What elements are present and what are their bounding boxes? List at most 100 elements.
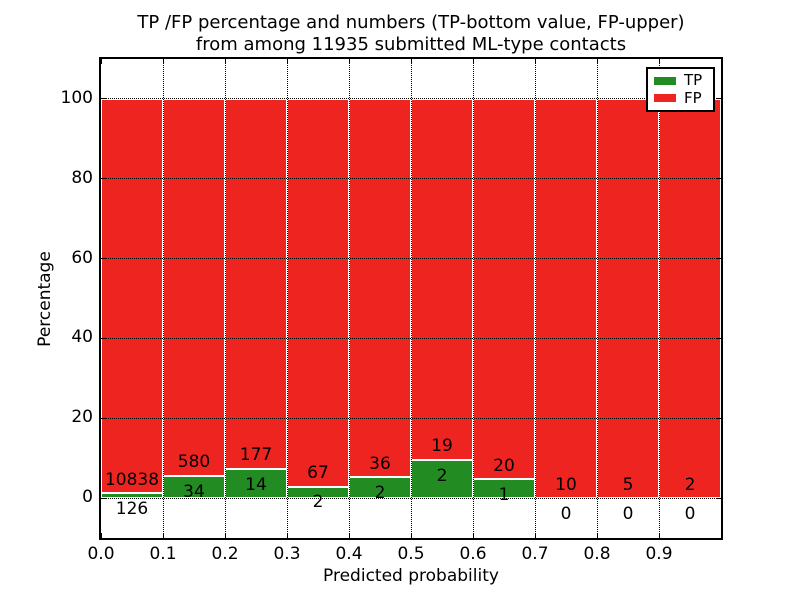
chart-title: TP /FP percentage and numbers (TP-bottom… xyxy=(101,12,721,56)
y-tick-label: 20 xyxy=(71,407,93,428)
y-tick-mark-right xyxy=(716,497,721,499)
y-tick-mark xyxy=(101,497,106,499)
fp-count-label: 2 xyxy=(684,474,696,495)
fp-bar-segment xyxy=(473,98,535,480)
x-tick-mark-top xyxy=(100,59,102,64)
x-tick-mark xyxy=(658,533,660,538)
tp-bar-segment xyxy=(225,468,287,499)
x-tick-mark-top xyxy=(472,59,474,64)
tp-count-label: 34 xyxy=(183,481,205,502)
y-tick-label: 100 xyxy=(60,87,93,108)
gridline-vertical xyxy=(162,59,164,538)
y-tick-mark-right xyxy=(716,337,721,339)
x-tick-mark-top xyxy=(410,59,412,64)
tp-bar-segment xyxy=(411,460,473,499)
x-tick-mark-top xyxy=(534,59,536,64)
x-tick-mark xyxy=(596,533,598,538)
x-tick-label: 0.9 xyxy=(645,544,673,564)
gridline-horizontal xyxy=(101,98,721,100)
fp-count-label: 19 xyxy=(431,436,453,457)
gridline-vertical xyxy=(472,59,474,538)
legend-item-tp: TP xyxy=(654,73,707,88)
fp-count-label: 5 xyxy=(622,474,634,495)
x-tick-mark-top xyxy=(286,59,288,64)
y-tick-label: 80 xyxy=(71,167,93,188)
x-tick-mark xyxy=(472,533,474,538)
tp-count-label: 126 xyxy=(115,499,149,520)
y-tick-label: 40 xyxy=(71,327,93,348)
gridline-horizontal xyxy=(101,417,721,419)
x-tick-mark-top xyxy=(224,59,226,64)
x-tick-mark xyxy=(162,533,164,538)
tp-count-label: 2 xyxy=(312,492,324,513)
fp-bar-segment xyxy=(101,98,163,494)
chart-title-line1: TP /FP percentage and numbers (TP-bottom… xyxy=(137,12,685,33)
y-tick-mark-right xyxy=(716,417,721,419)
y-tick-mark xyxy=(101,258,106,260)
legend-label-fp: FP xyxy=(684,88,702,107)
gridline-vertical xyxy=(596,59,598,538)
gridline-horizontal xyxy=(101,258,721,260)
tp-count-label: 14 xyxy=(245,474,267,495)
legend: TP FP xyxy=(646,67,715,112)
x-tick-label: 0.2 xyxy=(211,544,239,564)
gridline-horizontal xyxy=(101,178,721,180)
y-tick-label: 60 xyxy=(71,247,93,268)
fp-count-label: 36 xyxy=(369,453,391,474)
y-tick-mark-right xyxy=(716,98,721,100)
x-tick-label: 0.1 xyxy=(149,544,177,564)
fp-count-label: 177 xyxy=(239,445,273,466)
x-tick-mark xyxy=(224,533,226,538)
x-tick-label: 0.3 xyxy=(273,544,301,564)
fp-count-label: 10 xyxy=(555,474,577,495)
tp-count-label: 0 xyxy=(560,504,572,525)
y-tick-mark xyxy=(101,98,106,100)
fp-bar-segment xyxy=(597,98,659,499)
fp-bar-segment xyxy=(349,98,411,478)
x-tick-label: 0.4 xyxy=(335,544,363,564)
tp-count-label: 2 xyxy=(436,466,448,487)
tp-swatch-icon xyxy=(654,76,676,85)
fp-bar-segment xyxy=(225,98,287,469)
tp-count-label: 1 xyxy=(498,485,510,506)
x-tick-label: 0.6 xyxy=(459,544,487,564)
tp-count-label: 0 xyxy=(622,504,634,525)
gridline-vertical xyxy=(534,59,536,538)
plot-area: 10838 126 580 34 177 14 67 2 36 2 19 2 20 1 10 0 5 0 2 0 xyxy=(100,59,721,538)
legend-label-tp: TP xyxy=(684,71,703,90)
x-tick-mark xyxy=(348,533,350,538)
y-tick-mark xyxy=(101,178,106,180)
y-tick-mark-right xyxy=(716,178,721,180)
x-tick-label: 0.5 xyxy=(397,544,425,564)
fp-bar-segment xyxy=(535,98,597,499)
x-tick-mark xyxy=(534,533,536,538)
fp-count-label: 10838 xyxy=(104,469,160,490)
fp-bar-segment xyxy=(163,98,225,476)
x-tick-mark-top xyxy=(348,59,350,64)
x-tick-mark-top xyxy=(596,59,598,64)
x-tick-label: 0.8 xyxy=(583,544,611,564)
gridline-horizontal xyxy=(101,337,721,339)
x-tick-label: 0.7 xyxy=(521,544,549,564)
chart-title-line2: from among 11935 submitted ML-type conta… xyxy=(195,34,627,55)
x-tick-label: 0.0 xyxy=(87,544,115,564)
fp-bar-segment xyxy=(659,98,721,499)
gridline-vertical xyxy=(286,59,288,538)
x-tick-mark-top xyxy=(658,59,660,64)
fp-bar-segment xyxy=(287,98,349,487)
x-tick-mark xyxy=(100,533,102,538)
gridline-vertical xyxy=(410,59,412,538)
x-axis-label: Predicted probability xyxy=(323,566,499,586)
y-tick-mark-right xyxy=(716,258,721,260)
fp-count-label: 20 xyxy=(493,455,515,476)
x-tick-mark-top xyxy=(162,59,164,64)
gridline-vertical xyxy=(224,59,226,538)
y-tick-mark xyxy=(101,337,106,339)
fp-bar-segment xyxy=(411,98,473,461)
tp-count-label: 2 xyxy=(374,483,386,504)
x-tick-mark xyxy=(410,533,412,538)
x-tick-mark xyxy=(286,533,288,538)
y-tick-mark xyxy=(101,417,106,419)
fp-count-label: 580 xyxy=(177,452,211,473)
